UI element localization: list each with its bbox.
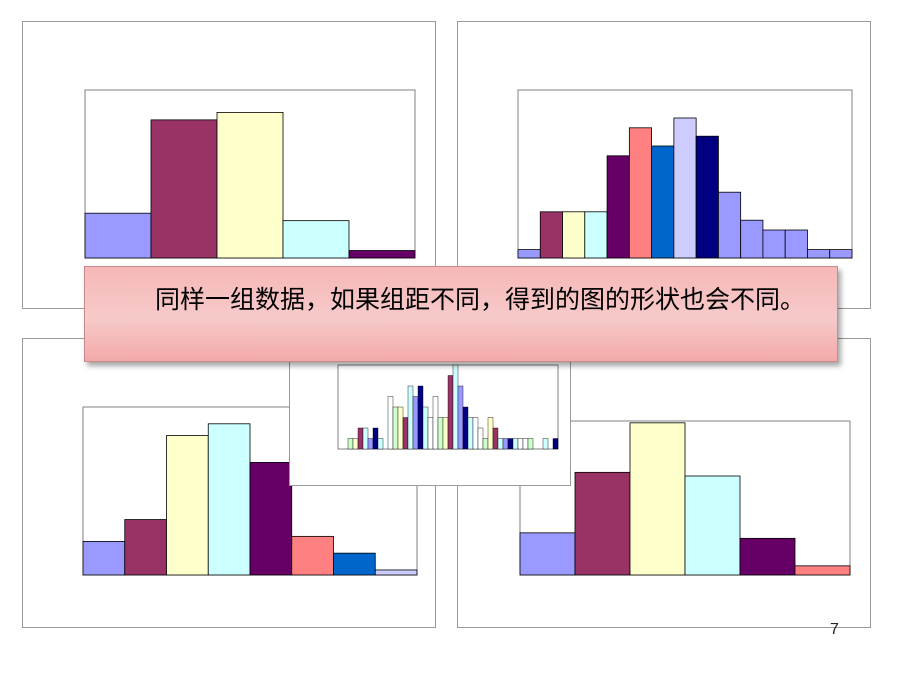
histogram-bar	[684, 475, 741, 576]
histogram-bar	[517, 249, 541, 259]
callout-box: 同样一组数据，如果组距不同，得到的图的形状也会不同。	[84, 266, 838, 362]
page-number: 7	[830, 621, 839, 638]
histogram-bar	[762, 229, 786, 259]
histogram-bar	[333, 552, 376, 576]
histogram-bar	[377, 438, 384, 450]
histogram-bar	[794, 565, 851, 576]
histogram-bar	[407, 385, 414, 450]
histogram-bar	[467, 417, 474, 450]
histogram-bar	[216, 112, 284, 259]
histogram-bar	[517, 438, 524, 450]
histogram-bar	[387, 396, 394, 450]
histogram-bar	[673, 117, 697, 259]
histogram-bar	[207, 423, 251, 576]
histogram-bar	[417, 385, 424, 450]
histogram-chart-center	[337, 364, 559, 450]
histogram-panel-top-left	[22, 21, 436, 309]
histogram-bar	[552, 438, 559, 450]
histogram-bar	[84, 212, 152, 259]
histogram-bar	[249, 462, 293, 576]
callout-text: 同样一组数据，如果组距不同，得到的图的形状也会不同。	[155, 285, 806, 314]
histogram-bar	[739, 537, 796, 576]
histogram-bar	[784, 229, 808, 259]
histogram-bar	[717, 191, 742, 259]
histogram-bar	[452, 364, 459, 450]
histogram-bar	[542, 438, 549, 450]
histogram-bar	[437, 417, 444, 450]
histogram-bar	[651, 145, 675, 259]
histogram-bar	[522, 438, 529, 450]
histogram-bar	[507, 438, 514, 450]
histogram-bar	[829, 249, 853, 259]
histogram-bar	[367, 438, 374, 450]
histogram-bar	[442, 417, 449, 450]
histogram-chart-top-right	[517, 89, 853, 259]
histogram-bar	[519, 532, 576, 576]
histogram-bar	[527, 438, 534, 450]
histogram-bar	[462, 406, 469, 450]
histogram-bar	[422, 406, 429, 450]
histogram-bar	[482, 438, 489, 450]
histogram-bar	[502, 438, 509, 450]
histogram-bar	[348, 250, 416, 259]
histogram-bar	[347, 438, 354, 450]
histogram-bar	[412, 396, 419, 450]
histogram-bar	[574, 471, 631, 576]
histogram-bar	[512, 438, 519, 450]
histogram-bar	[432, 396, 439, 450]
histogram-bar	[584, 211, 608, 259]
histogram-panel-center	[289, 354, 571, 486]
histogram-bar	[628, 127, 652, 259]
histogram-bar	[397, 406, 404, 450]
histogram-bar	[291, 535, 334, 576]
histogram-bar	[82, 540, 126, 576]
histogram-chart-bottom-right	[519, 420, 851, 576]
histogram-bar	[352, 438, 359, 450]
histogram-bar	[497, 438, 504, 450]
histogram-bar	[695, 135, 719, 259]
histogram-bar	[372, 427, 379, 450]
histogram-bar	[150, 119, 218, 259]
histogram-bar	[807, 249, 831, 259]
histogram-panel-top-right	[457, 21, 871, 309]
histogram-bar	[427, 417, 434, 450]
histogram-bar	[629, 422, 686, 576]
histogram-bar	[362, 427, 369, 450]
histogram-bar	[492, 427, 499, 450]
histogram-bar	[124, 519, 167, 576]
histogram-bar	[477, 427, 484, 450]
histogram-bar	[166, 435, 209, 576]
histogram-bar	[487, 417, 494, 450]
histogram-bar	[472, 417, 479, 450]
histogram-bar	[562, 211, 586, 259]
histogram-bar	[374, 569, 418, 576]
histogram-chart-top-left	[84, 89, 416, 259]
histogram-bar	[282, 220, 350, 259]
histogram-bar	[539, 211, 563, 259]
histogram-bar	[392, 406, 399, 450]
histogram-bar	[447, 375, 454, 450]
histogram-bar	[457, 385, 464, 450]
histogram-bar	[402, 417, 409, 450]
histogram-bar	[606, 155, 630, 259]
histogram-bar	[357, 427, 364, 450]
histogram-bar	[740, 219, 764, 259]
